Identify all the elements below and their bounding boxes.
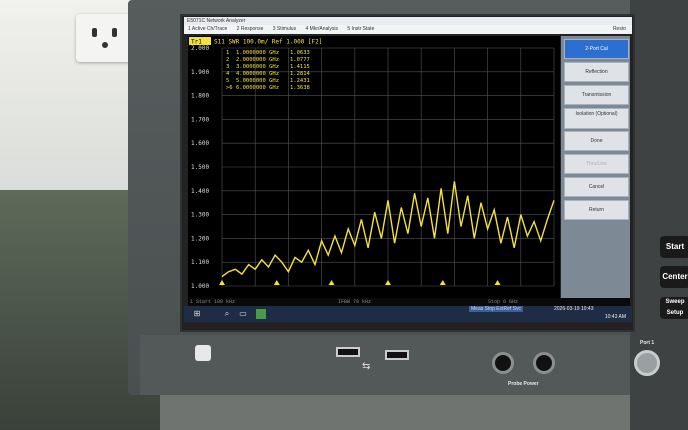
trace-series bbox=[221, 181, 555, 278]
chart-grid bbox=[221, 47, 555, 287]
status-flags: Meas Stop ExtRef Svc bbox=[469, 306, 524, 312]
marker-triangle-2[interactable] bbox=[273, 280, 280, 285]
marker-id: 2 bbox=[226, 57, 229, 63]
port-1-connector[interactable] bbox=[634, 350, 660, 376]
y-tick-label: 1.700 bbox=[191, 116, 209, 123]
softkey-cancel[interactable]: Cancel bbox=[564, 177, 629, 197]
search-icon[interactable]: ⌕ bbox=[224, 309, 230, 318]
marker-value: 1.2431 bbox=[290, 78, 310, 84]
marker-id: >6 bbox=[226, 85, 233, 91]
y-tick-label: 1.400 bbox=[191, 188, 209, 195]
usb-port-1[interactable] bbox=[336, 347, 360, 357]
marker-table: 1 1.0000000 GHz 1.0633 2 2.0000000 GHz 1.0777… bbox=[226, 50, 311, 91]
marker-value: 1.3638 bbox=[290, 85, 310, 91]
y-tick-label: 1.900 bbox=[191, 69, 209, 76]
marker-freq: 2.0000000 GHz bbox=[236, 57, 279, 63]
app-icon[interactable] bbox=[256, 309, 266, 319]
menu-item-mkr-analysis[interactable]: 4 Mkr/Analysis bbox=[305, 26, 338, 32]
marker-triangles bbox=[219, 280, 501, 285]
marker-value: 1.0633 bbox=[290, 50, 310, 56]
center-key[interactable]: Center bbox=[660, 266, 688, 288]
taskbar: ⊞ ⌕ ▭ Meas Stop ExtRef Svc 2026-03-19 10… bbox=[184, 306, 632, 322]
softkey-thru-line[interactable]: Thru/Line bbox=[564, 154, 629, 174]
sweep-setup-key[interactable]: Sweep Setup bbox=[660, 297, 688, 319]
marker-freq: 4.0000000 GHz bbox=[236, 71, 279, 77]
menu-bar: 1 Active Ch/Trace 2 Response 3 Stimulus … bbox=[184, 25, 632, 34]
usb-port-2[interactable] bbox=[385, 350, 409, 360]
ifbw-value: IFBW 70 kHz bbox=[338, 299, 372, 305]
y-tick-labels: 2.000 1.900 1.800 1.700 1.600 1.500 1.400 1.300… bbox=[191, 45, 209, 290]
marker-id: 5 bbox=[226, 78, 229, 84]
probe-power-label: Probe Power bbox=[508, 381, 539, 387]
marker-freq: 1.0000000 GHz bbox=[236, 50, 279, 56]
task-view-icon[interactable]: ▭ bbox=[239, 309, 247, 318]
clock-time: 10:43 AM bbox=[604, 314, 626, 320]
start-key[interactable]: Start bbox=[660, 236, 688, 258]
marker-id: 4 bbox=[226, 71, 230, 77]
marker-triangle-3[interactable] bbox=[328, 280, 335, 285]
right-keypad: Start Center Sweep Setup Port 1 bbox=[630, 0, 688, 430]
marker-freq: 3.0000000 GHz bbox=[236, 64, 279, 70]
window-title: E5071C Network Analyzer bbox=[184, 17, 632, 25]
softkey-reflection[interactable]: Reflection bbox=[564, 62, 629, 82]
y-tick-label: 2.000 bbox=[191, 45, 209, 52]
trace-label-box[interactable] bbox=[189, 37, 211, 45]
marker-value: 1.0777 bbox=[290, 57, 310, 63]
wall-socket bbox=[76, 14, 134, 62]
trace-line bbox=[221, 181, 555, 278]
trace-plot: Tr1 S11 SWR 100.0m/ Ref 1.000 [F2] 2.000… bbox=[188, 36, 560, 298]
marker-freq: 6.0000000 GHz bbox=[236, 85, 279, 91]
menu-item-instr-state[interactable]: 5 Instr State bbox=[347, 26, 375, 32]
windows-start-icon[interactable]: ⊞ bbox=[193, 309, 201, 318]
marker-value: 1.2814 bbox=[290, 71, 311, 77]
softkey-2-port-cal[interactable]: 2-Port Cal bbox=[564, 39, 629, 59]
softkey-isolation-optional[interactable]: Isolation (Optional) bbox=[564, 108, 629, 129]
marker-freq: 5.0000000 GHz bbox=[236, 78, 279, 84]
softkey-done[interactable]: Done bbox=[564, 131, 629, 151]
usb-icon: ⇆ bbox=[362, 361, 371, 372]
marker-triangle-5[interactable] bbox=[439, 280, 446, 285]
menu-item-response[interactable]: 2 Response bbox=[236, 26, 264, 32]
restore-button[interactable]: Resto bbox=[612, 26, 626, 32]
status-bar: 1 Start 100 kHz IFBW 70 kHz Stop 6 GHz bbox=[188, 298, 630, 306]
y-tick-label: 1.100 bbox=[191, 259, 209, 266]
menu-item-stimulus[interactable]: 3 Stimulus bbox=[272, 26, 297, 32]
system-clock: 10:43 AM bbox=[605, 307, 626, 321]
softkey-transmission[interactable]: Transmission bbox=[564, 85, 629, 105]
y-tick-label: 1.600 bbox=[191, 140, 209, 147]
trace-label: Tr1 bbox=[191, 39, 202, 46]
port-1-label: Port 1 bbox=[640, 340, 655, 346]
softkey-return[interactable]: Return bbox=[564, 200, 629, 220]
stop-freq: Stop 6 GHz bbox=[488, 299, 519, 305]
start-freq: 1 Start 100 kHz bbox=[190, 299, 236, 305]
marker-value: 1.4115 bbox=[290, 64, 310, 70]
y-tick-label: 1.000 bbox=[191, 283, 209, 290]
menu-item-active-ch[interactable]: 1 Active Ch/Trace bbox=[188, 26, 228, 32]
marker-id: 1 bbox=[226, 50, 229, 56]
y-tick-label: 1.300 bbox=[191, 212, 209, 219]
softkey-panel: 2-Port Cal Reflection Transmission Isolatio… bbox=[561, 36, 630, 298]
y-tick-label: 1.500 bbox=[191, 164, 209, 171]
trace-chart: Tr1 S11 SWR 100.0m/ Ref 1.000 [F2] 2.000… bbox=[189, 37, 555, 290]
marker-triangle-4[interactable] bbox=[385, 280, 391, 285]
marker-triangle-1[interactable] bbox=[219, 280, 225, 285]
y-tick-label: 1.800 bbox=[191, 93, 209, 100]
front-panel: ⇆ Probe Power bbox=[140, 335, 640, 395]
status-datetime: 2026-03-19 10:43 bbox=[554, 306, 594, 312]
y-tick-label: 1.200 bbox=[191, 235, 209, 242]
marker-triangle-6[interactable] bbox=[494, 280, 501, 285]
probe-port-2[interactable] bbox=[533, 352, 555, 374]
power-button[interactable] bbox=[195, 345, 211, 361]
trace-header: S11 SWR 100.0m/ Ref 1.000 [F2] bbox=[214, 39, 322, 46]
marker-id: 3 bbox=[226, 64, 229, 70]
probe-port-1[interactable] bbox=[492, 352, 514, 374]
